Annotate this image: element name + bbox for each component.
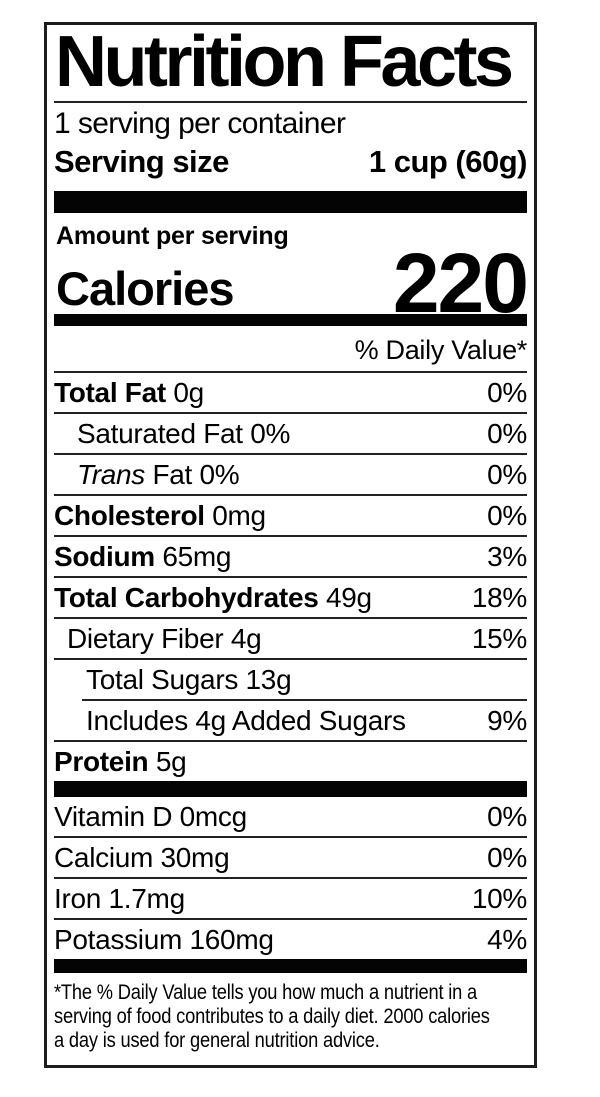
nutrient-amount: Vitamin D 0mcg [54,801,247,832]
nutrient-name: Cholesterol 0mg [54,501,266,531]
section-bar-bottom [54,959,527,973]
nutrient-name: Includes 4g Added Sugars [54,706,406,736]
nutrient-name: Saturated Fat 0% [54,419,290,449]
amount-per-serving: Amount per serving [56,222,289,250]
nutrient-amount: Calcium 30mg [54,842,230,873]
daily-value-percent: 0% [487,801,527,832]
nutrient-row-sodium: Sodium 65mg 3% [54,537,527,578]
daily-value-percent: 0% [487,500,527,531]
servings-per-container: 1 serving per container [54,107,346,140]
nutrient-row-protein: Protein 5g [54,742,527,781]
serving-size-label: Serving size [54,144,229,179]
section-bar-thick-2 [54,781,527,797]
nutrient-name-italic: Trans [77,459,145,490]
daily-value-footnote: *The % Daily Value tells you how much a … [54,981,490,1052]
vitamin-row-calcium: Calcium 30mg 0% [54,838,527,879]
nutrient-amount: 5g [148,746,187,777]
daily-value-percent: 3% [487,541,527,572]
nutrient-row-saturated-fat: Saturated Fat 0% 0% [54,414,527,455]
vitamin-row-iron: Iron 1.7mg 10% [54,879,527,920]
daily-value-percent: 10% [471,883,527,914]
daily-value-percent: 15% [471,623,527,654]
calories-label: Calories [56,262,234,315]
nutrient-amount: 0mg [204,500,266,531]
nutrient-row-total-fat: Total Fat 0g 0% [54,373,527,414]
nutrient-amount: Dietary Fiber 4g [67,623,262,654]
daily-value-percent: 0% [487,418,527,449]
nutrient-name: Total Fat 0g [54,378,204,408]
nutrient-name-bold: Total Fat [54,377,166,408]
nutrient-name-bold: Total Carbohydrates [54,582,319,613]
nutrient-name: Sodium 65mg [54,541,232,572]
nutrient-name: Trans Fat 0% [54,459,240,490]
daily-value-percent: 0% [487,459,527,490]
nutrient-row-dietary-fiber: Dietary Fiber 4g 15% [54,619,527,660]
vitamin-row-potassium: Potassium 160mg 4% [54,920,527,959]
vitamin-row-vitamin-d: Vitamin D 0mcg 0% [54,797,527,838]
nutrient-name-bold: Sodium [54,541,155,572]
serving-size-row: Serving size 1 cup (60g) [54,144,528,179]
nutrient-name: Total Sugars 13g [54,664,292,695]
nutrient-row-total-sugars: Total Sugars 13g [54,660,527,699]
nutrient-name-bold: Cholesterol [54,500,205,531]
label-title: Nutrition Facts [55,22,514,102]
nutrient-amount: Includes 4g Added Sugars [86,705,406,736]
nutrient-amount: Total Sugars 13g [86,664,292,695]
nutrient-row-trans-fat: Trans Fat 0% 0% [54,455,527,496]
nutrient-amount: Saturated Fat 0% [77,418,291,449]
daily-value-percent: 9% [487,705,527,736]
section-bar-thick [54,191,527,213]
nutrient-amount: Iron 1.7mg [54,883,185,914]
nutrient-amount: Potassium 160mg [54,924,274,955]
nutrient-amount: 49g [318,582,372,613]
nutrient-amount: 65mg [154,541,232,572]
nutrient-row-added-sugars: Includes 4g Added Sugars 9% [54,701,527,742]
nutrient-name: Iron 1.7mg [54,884,185,914]
daily-value-percent: 0% [487,842,527,873]
nutrient-name: Calcium 30mg [54,842,230,873]
nutrient-name: Vitamin D 0mcg [54,802,247,832]
daily-value-header: % Daily Value* [54,326,527,373]
calories-value: 220 [392,236,529,330]
serving-size-value: 1 cup (60g) [368,144,528,179]
daily-value-percent: 18% [471,582,527,613]
nutrient-amount: Fat 0% [145,459,240,490]
title-divider [54,101,527,103]
nutrient-name-bold: Protein [54,746,149,777]
nutrient-amount: 0g [165,377,204,408]
daily-value-percent: 0% [487,377,527,408]
nutrient-name: Protein 5g [54,746,187,777]
nutrient-row-total-carbohydrates: Total Carbohydrates 49g 18% [54,578,527,619]
nutrient-name: Dietary Fiber 4g [54,623,262,654]
section-bar-medium [54,314,527,326]
daily-value-percent: 4% [487,924,527,955]
nutrient-name: Potassium 160mg [54,925,274,955]
nutrient-row-cholesterol: Cholesterol 0mg 0% [54,496,527,537]
calories-row: Calories 220 [56,236,529,330]
indented-divider [82,699,527,701]
nutrition-facts-label: Nutrition Facts 1 serving per container … [44,22,537,1068]
nutrient-name: Total Carbohydrates 49g [54,583,372,613]
